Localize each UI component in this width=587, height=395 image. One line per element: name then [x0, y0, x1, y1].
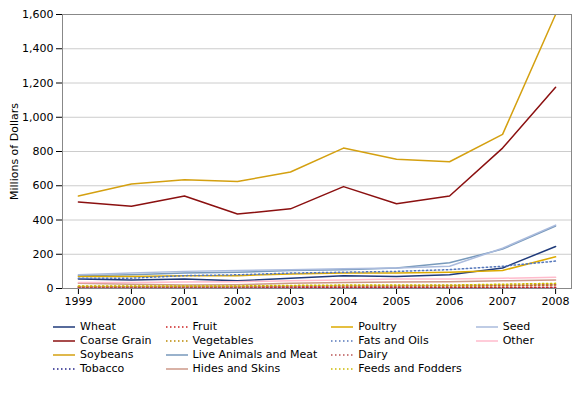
html-text:Fats and Oils: Fats and Oils [358, 334, 429, 347]
html-text:Seed: Seed [502, 320, 531, 333]
html-text:Fruit: Fruit [192, 320, 217, 333]
html-text:Other: Other [502, 334, 534, 347]
svg-text:1,200: 1,200 [22, 77, 54, 90]
svg-text:1,000: 1,000 [22, 111, 54, 124]
svg-text:2007: 2007 [489, 295, 517, 308]
svg-text:2005: 2005 [383, 295, 411, 308]
html-text:Poultry: Poultry [358, 320, 397, 333]
html-text:Wheat: Wheat [80, 320, 116, 333]
svg-text:2001: 2001 [170, 295, 198, 308]
svg-text:2006: 2006 [436, 295, 464, 308]
svg-text:2004: 2004 [330, 295, 358, 308]
svg-text:600: 600 [33, 179, 54, 192]
svg-text:400: 400 [33, 214, 54, 227]
svg-text:200: 200 [33, 248, 54, 261]
svg-text:1,600: 1,600 [22, 8, 54, 21]
html-text:Coarse Grain: Coarse Grain [80, 334, 152, 347]
html-text:Tobacco: Tobacco [80, 362, 125, 375]
svg-text:Millions of Dollars: Millions of Dollars [8, 103, 21, 200]
html-text:Feeds and Fodders: Feeds and Fodders [358, 362, 462, 375]
svg-text:2008: 2008 [542, 295, 570, 308]
html-text:Dairy: Dairy [358, 348, 388, 361]
html-text:Soybeans: Soybeans [80, 348, 134, 361]
html-text:Hides and Skins: Hides and Skins [192, 362, 281, 375]
svg-text:2000: 2000 [117, 295, 145, 308]
svg-text:1999: 1999 [64, 295, 92, 308]
html-text:Vegetables: Vegetables [192, 334, 254, 347]
html-text:Live Animals and Meat: Live Animals and Meat [192, 348, 318, 361]
svg-text:2002: 2002 [223, 295, 251, 308]
svg-text:0: 0 [47, 282, 54, 295]
svg-text:1,400: 1,400 [22, 42, 54, 55]
svg-text:800: 800 [33, 145, 54, 158]
svg-text:2003: 2003 [276, 295, 304, 308]
